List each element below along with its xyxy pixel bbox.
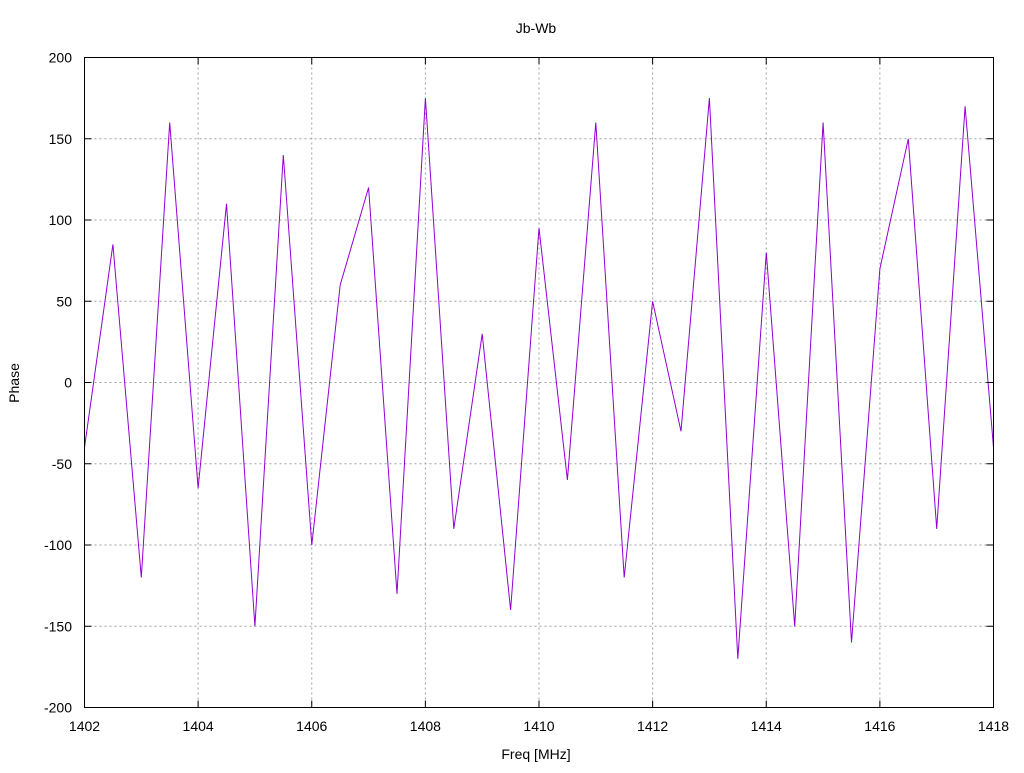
x-tick-label: 1408 xyxy=(410,718,441,734)
y-tick-label: -200 xyxy=(44,700,72,716)
y-tick-label: 200 xyxy=(49,50,73,66)
y-tick-label: 150 xyxy=(49,131,73,147)
y-tick-label: 100 xyxy=(49,212,73,228)
y-tick-label: -150 xyxy=(44,618,72,634)
x-tick-label: 1414 xyxy=(751,718,782,734)
x-tick-label: 1406 xyxy=(296,718,327,734)
y-tick-label: -50 xyxy=(52,456,72,472)
x-tick-label: 1418 xyxy=(978,718,1009,734)
y-tick-label: -100 xyxy=(44,537,72,553)
y-axis-label: Phase xyxy=(6,363,22,403)
y-tick-label: 0 xyxy=(64,375,72,391)
x-tick-label: 1402 xyxy=(69,718,100,734)
x-tick-labels: 1402 1404 1406 1408 1410 1412 1414 1416 1418 xyxy=(69,718,1009,734)
x-tick-label: 1410 xyxy=(523,718,554,734)
series-line xyxy=(84,98,994,659)
grid xyxy=(84,57,994,708)
y-tick-label: 50 xyxy=(56,293,72,309)
x-tick-label: 1404 xyxy=(183,718,214,734)
x-tick-label: 1416 xyxy=(864,718,895,734)
chart-title: Jb-Wb xyxy=(516,20,557,36)
x-tick-label: 1412 xyxy=(637,718,668,734)
ticks xyxy=(84,57,994,708)
x-axis-label: Freq [MHz] xyxy=(501,746,570,762)
y-tick-labels: -200 -150 -100 -50 0 50 100 150 200 xyxy=(44,50,72,716)
series-layer xyxy=(84,98,994,659)
